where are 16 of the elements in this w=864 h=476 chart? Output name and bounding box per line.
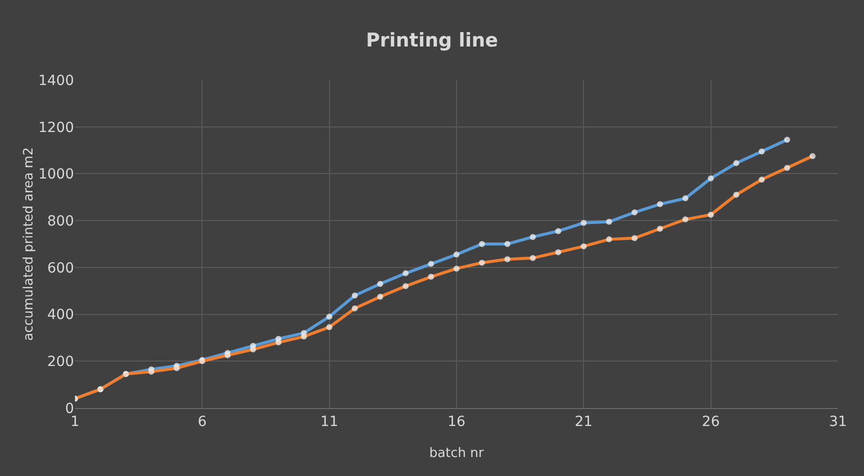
y-tick-label: 1000: [38, 166, 74, 183]
x-tick-label: 11: [320, 414, 338, 430]
x-tick-label: 21: [574, 414, 593, 430]
y-tick-label: 200: [47, 354, 74, 370]
x-tick-label: 26: [702, 414, 720, 430]
y-tick-label: 600: [47, 260, 74, 276]
x-tick-label: 31: [829, 414, 847, 430]
x-tick-label: 16: [448, 414, 466, 430]
y-tick-label: 1200: [38, 120, 74, 136]
y-tick-label: 800: [47, 213, 74, 230]
y-tick-label: 1400: [38, 72, 74, 89]
chart-title: Printing line: [366, 30, 498, 52]
y-tick-label: 400: [47, 307, 74, 324]
y-axis-title: accumulated printed area m2: [21, 147, 36, 341]
x-axis-title: batch nr: [429, 446, 484, 461]
x-tick-label: 6: [198, 414, 207, 430]
